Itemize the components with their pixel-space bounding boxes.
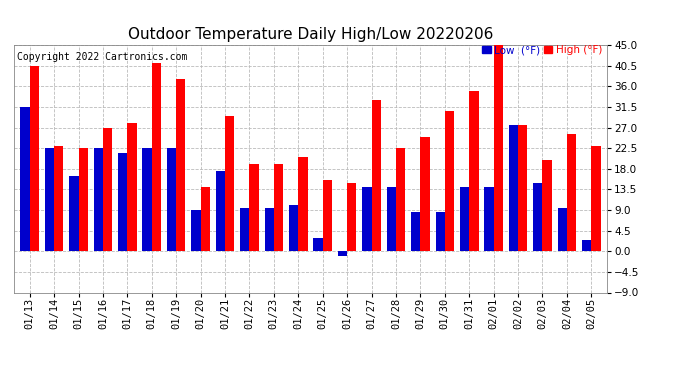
Bar [323,180,332,251]
Bar [94,148,103,251]
Bar [567,134,576,251]
Bar [386,187,396,251]
Bar [103,128,112,251]
Bar [411,212,420,251]
Bar [493,45,503,251]
Bar [558,208,567,251]
Bar [518,125,527,251]
Bar [30,66,39,251]
Bar [542,160,552,251]
Bar [533,183,542,251]
Bar [225,116,235,251]
Bar [201,187,210,251]
Bar [274,164,283,251]
Bar [298,157,308,251]
Title: Outdoor Temperature Daily High/Low 20220206: Outdoor Temperature Daily High/Low 20220… [128,27,493,42]
Bar [484,187,493,251]
Legend: Low  (°F), High (°F): Low (°F), High (°F) [482,45,602,55]
Bar [509,125,518,251]
Text: Copyright 2022 Cartronics.com: Copyright 2022 Cartronics.com [17,53,187,62]
Bar [435,212,445,251]
Bar [216,171,225,251]
Bar [54,146,63,251]
Bar [143,148,152,251]
Bar [396,148,405,251]
Bar [250,164,259,251]
Bar [152,63,161,251]
Bar [591,146,600,251]
Bar [240,208,250,251]
Bar [69,176,79,251]
Bar [420,136,430,251]
Bar [79,148,88,251]
Bar [347,183,357,251]
Bar [264,208,274,251]
Bar [176,80,186,251]
Bar [362,187,371,251]
Bar [313,237,323,251]
Bar [45,148,54,251]
Bar [371,100,381,251]
Bar [128,123,137,251]
Bar [445,111,454,251]
Bar [21,107,30,251]
Bar [191,210,201,251]
Bar [289,206,298,251]
Bar [118,153,128,251]
Bar [469,91,478,251]
Bar [460,187,469,251]
Bar [582,240,591,251]
Bar [338,251,347,256]
Bar [167,148,176,251]
